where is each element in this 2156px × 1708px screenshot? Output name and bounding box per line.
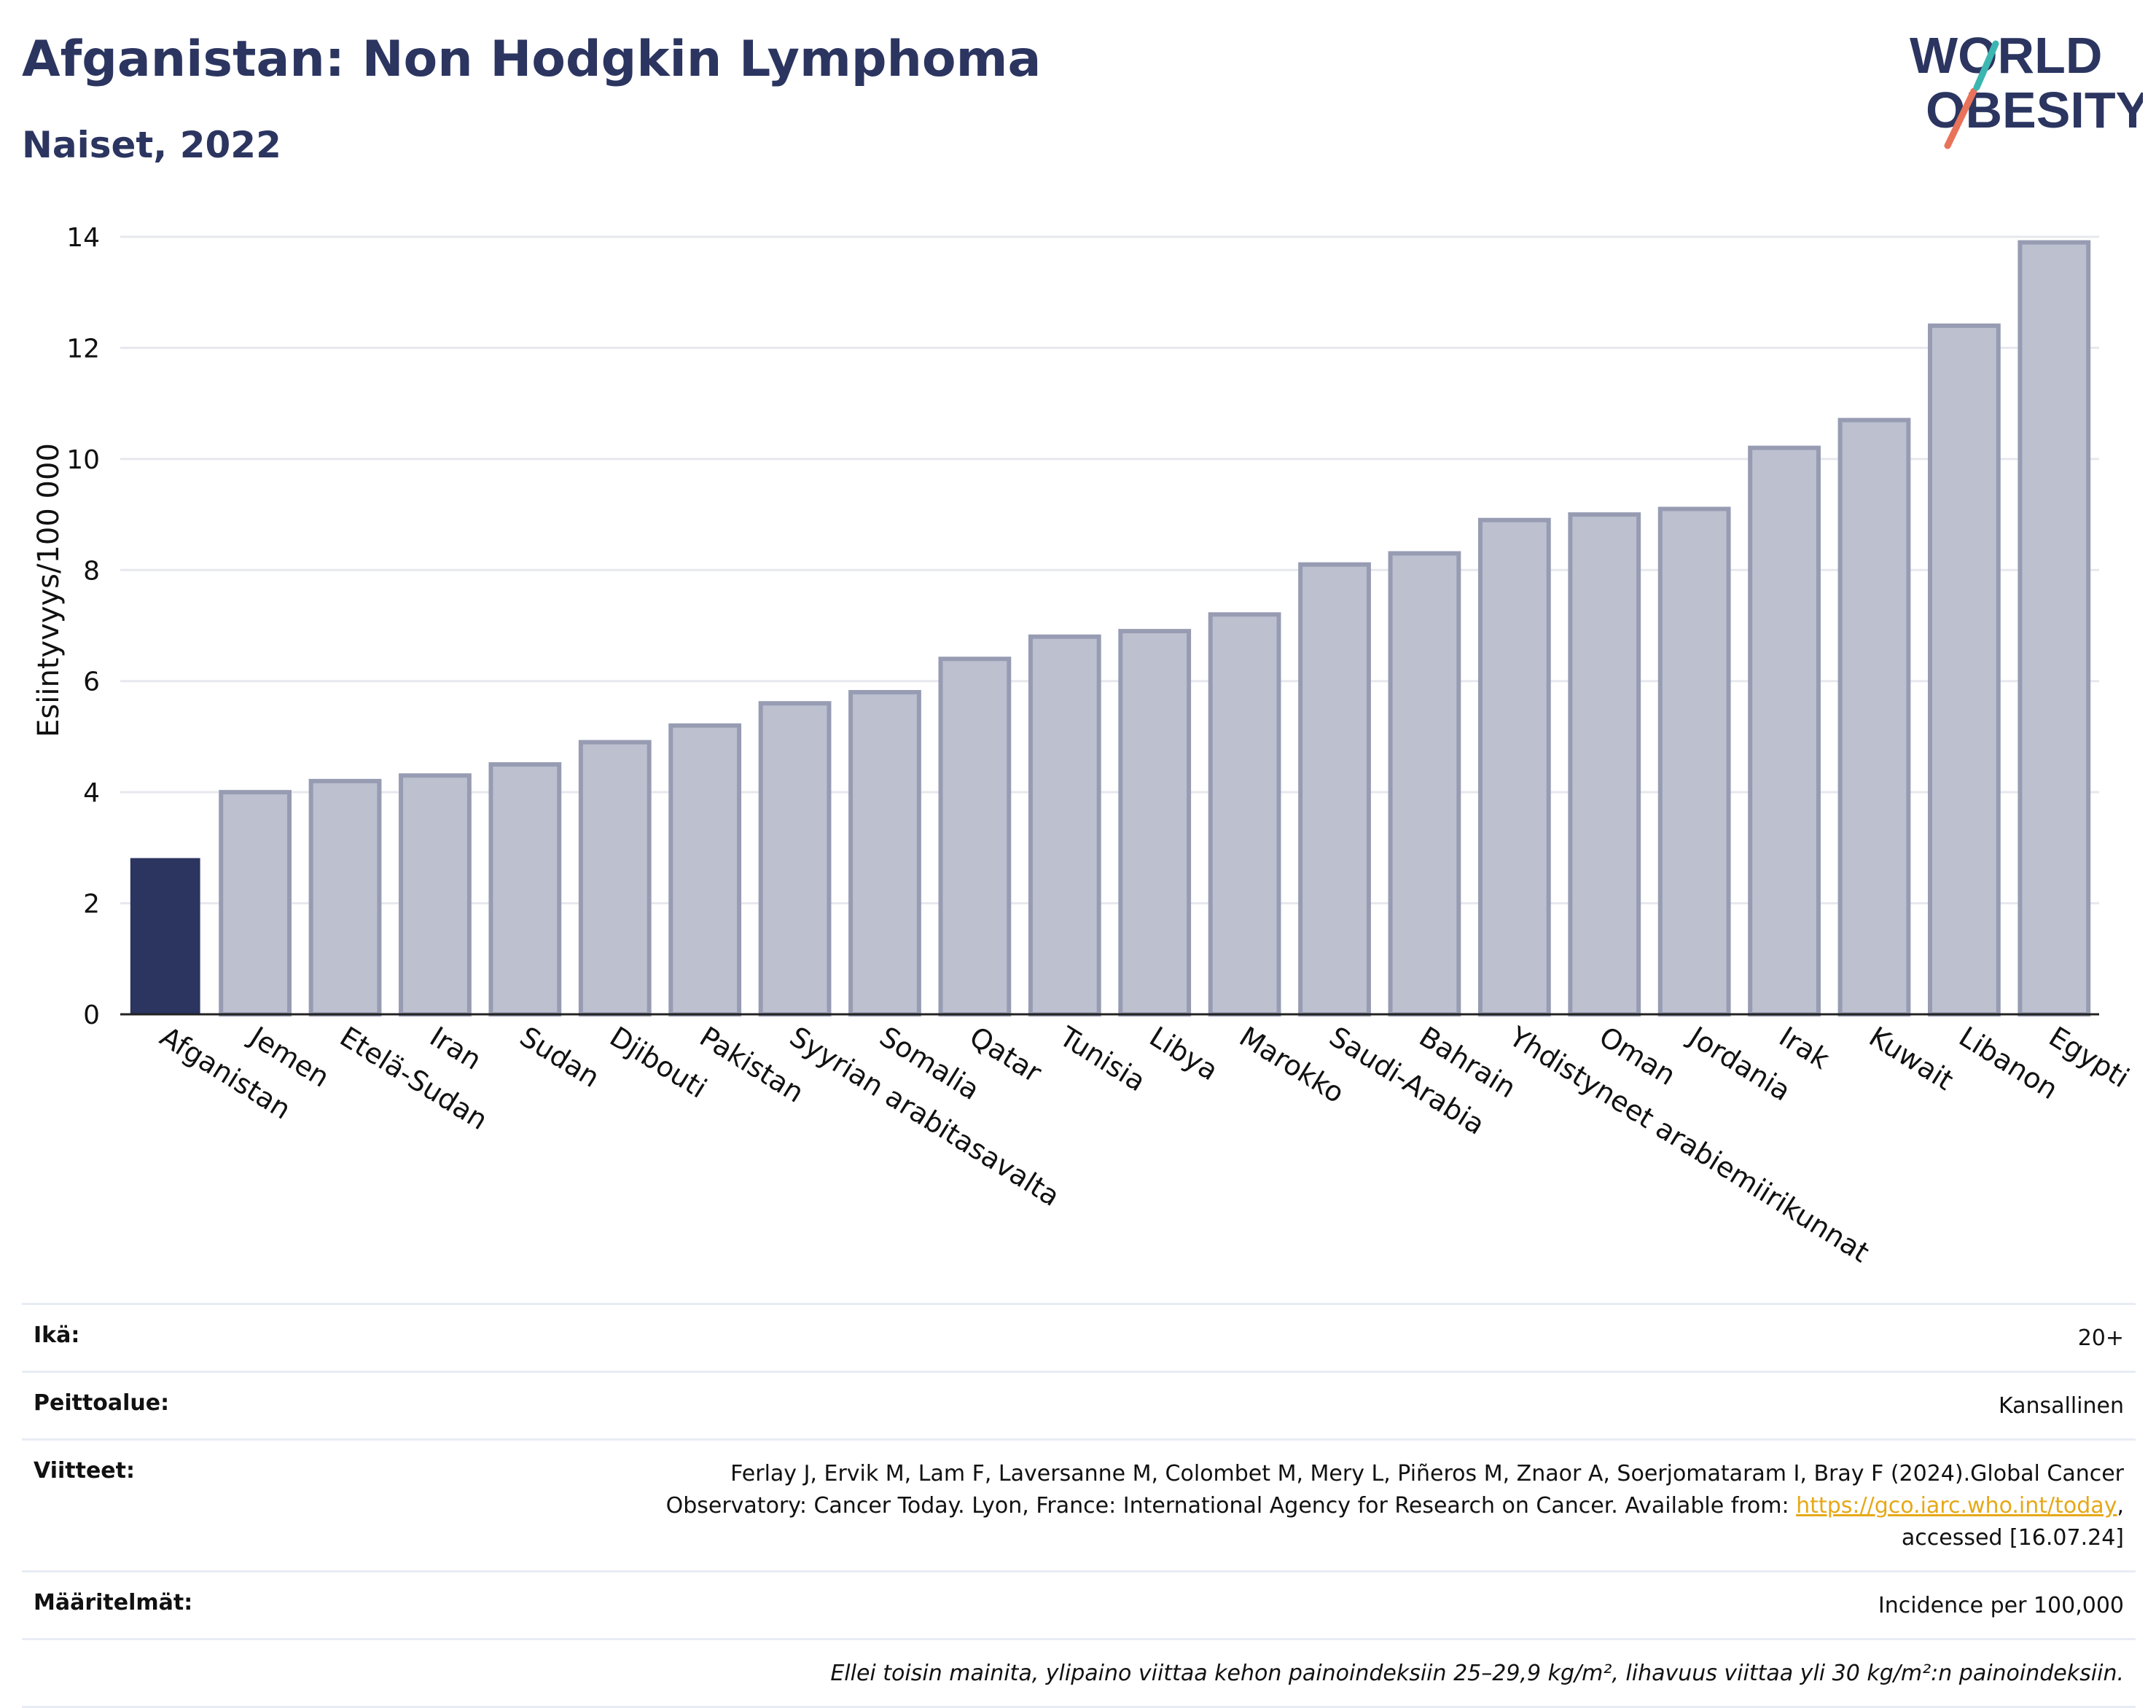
bar-tunisia [1028, 634, 1101, 1016]
x-tick-label: Saudi-Arabia [1324, 1020, 1490, 1141]
meta-row-note: Ellei toisin mainita, ylipaino viittaa k… [22, 1638, 2136, 1708]
bar-bahrain [1388, 551, 1461, 1016]
meta-age-label: Ikä: [34, 1323, 80, 1348]
x-tick-label: Tunisia [1053, 1020, 1151, 1098]
metadata-table: Ikä: 20+ Peittoalue: Kansallinen Viittee… [22, 1303, 2136, 1708]
meta-refs-label: Viitteet: [34, 1458, 135, 1484]
x-tick-label: Jordania [1682, 1019, 1796, 1107]
bar-irak [1748, 445, 1821, 1017]
x-tick-label: Libanon [1953, 1020, 2063, 1105]
bar-qatar [938, 657, 1012, 1016]
logo-text-world: WORLD [1910, 27, 2102, 84]
meta-coverage-value: Kansallinen [1998, 1393, 2124, 1419]
meta-coverage-label: Peittoalue: [34, 1390, 170, 1416]
x-tick-label: Irak [1773, 1020, 1835, 1076]
bar-afganistan [130, 858, 200, 1015]
bar-pakistan [668, 723, 742, 1017]
x-tick-label: Sudan [515, 1020, 606, 1094]
page-subtitle: Naiset, 2022 [22, 124, 281, 166]
y-tick-label: 6 [83, 667, 100, 697]
world-obesity-logo: WORLD OBESITY [1910, 27, 2143, 149]
bar-libya [1118, 629, 1192, 1016]
page-title: Afganistan: Non Hodgkin Lymphoma [22, 31, 1042, 88]
y-tick-label: 14 [66, 223, 100, 253]
meta-refs-line1: Ferlay J, Ervik M, Lam F, Laversanne M, … [730, 1461, 2124, 1486]
bar-jordania [1657, 506, 1731, 1016]
bar-oman [1568, 512, 1641, 1017]
reference-link[interactable]: https://gco.iarc.who.int/today [1796, 1493, 2117, 1519]
bar-djibouti [578, 740, 652, 1016]
bar-libanon [1927, 323, 2001, 1016]
meta-row-references: Viitteet: Ferlay J, Ervik M, Lam F, Lave… [22, 1438, 2136, 1570]
bar-syyrian-arabitasavalta [758, 701, 832, 1016]
y-tick-label: 10 [66, 445, 100, 475]
meta-refs-value: Ferlay J, Ervik M, Lam F, Laversanne M, … [666, 1458, 2124, 1554]
bar-egypti [2018, 240, 2091, 1016]
meta-defs-label: Määritelmät: [34, 1590, 193, 1615]
y-tick-label: 8 [83, 556, 100, 586]
bar-jemen [219, 790, 292, 1017]
x-tick-label: Kuwait [1864, 1020, 1959, 1097]
bar-marokko [1208, 612, 1281, 1016]
bar-etel-sudan [308, 778, 382, 1017]
x-tick-label: Iran [424, 1020, 487, 1076]
bars [130, 240, 2091, 1017]
meta-note-text: Ellei toisin mainita, ylipaino viittaa k… [830, 1661, 2124, 1686]
bar-somalia [848, 689, 921, 1016]
logo-slash-teal [1973, 40, 1999, 91]
bar-yhdistyneet-arabiemiirikunnat [1477, 517, 1551, 1016]
bar-saudi-arabia [1298, 562, 1371, 1016]
y-tick-labels: 0 2 4 6 8 10 12 14 [66, 223, 100, 1030]
meta-refs-line2-post: , [2117, 1493, 2124, 1519]
y-tick-label: 12 [66, 334, 100, 364]
bar-kuwait [1837, 418, 1911, 1016]
bar-sudan [488, 762, 562, 1016]
meta-refs-line2: Observatory: Cancer Today. Lyon, France:… [665, 1493, 1797, 1519]
bar-iran [399, 773, 472, 1016]
x-tick-label: Djibouti [604, 1020, 712, 1104]
y-tick-label: 0 [83, 1000, 100, 1030]
meta-row-coverage: Peittoalue: Kansallinen [22, 1371, 2136, 1438]
meta-row-age: Ikä: 20+ [22, 1303, 2136, 1371]
logo-slash-red [1944, 87, 1977, 149]
x-tick-label: Libya [1144, 1020, 1223, 1086]
y-tick-label: 4 [83, 778, 100, 808]
meta-age-value: 20+ [2077, 1325, 2124, 1351]
meta-row-definitions: Määritelmät: Incidence per 100,000 [22, 1570, 2136, 1638]
meta-refs-line3: accessed [16.07.24] [1901, 1525, 2124, 1551]
meta-defs-value: Incidence per 100,000 [1878, 1593, 2124, 1618]
y-tick-label: 2 [83, 890, 100, 920]
